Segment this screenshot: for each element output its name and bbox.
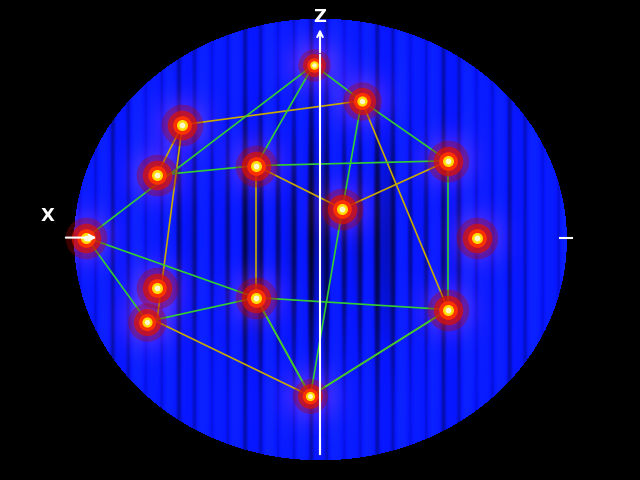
Point — [251, 294, 261, 301]
Point — [251, 294, 261, 301]
Point — [356, 97, 367, 105]
Point — [472, 234, 482, 241]
Point — [443, 306, 453, 313]
Point — [152, 171, 162, 179]
Point — [142, 318, 152, 325]
Text: Z: Z — [314, 8, 326, 26]
Text: X: X — [41, 207, 55, 225]
Point — [152, 284, 162, 292]
Point — [142, 318, 152, 325]
Point — [356, 97, 367, 105]
Point — [81, 234, 92, 241]
Point — [251, 294, 261, 301]
Point — [81, 234, 92, 241]
Point — [443, 306, 453, 313]
Point — [472, 234, 482, 241]
Point — [443, 157, 453, 165]
Point — [251, 294, 261, 301]
Point — [305, 392, 316, 400]
Point — [177, 121, 188, 129]
Point — [251, 162, 261, 169]
Point — [177, 121, 188, 129]
Point — [356, 97, 367, 105]
Point — [443, 157, 453, 165]
Point — [472, 234, 482, 241]
Point — [81, 234, 92, 241]
Point — [472, 234, 482, 241]
Point — [305, 392, 316, 400]
Point — [177, 121, 188, 129]
Point — [337, 205, 348, 213]
Point — [152, 171, 162, 179]
Point — [142, 318, 152, 325]
Point — [356, 97, 367, 105]
Point — [308, 61, 319, 69]
Point — [81, 234, 92, 241]
Point — [472, 234, 482, 241]
Point — [142, 318, 152, 325]
Point — [356, 97, 367, 105]
Point — [443, 157, 453, 165]
Point — [152, 284, 162, 292]
Point — [152, 171, 162, 179]
Point — [177, 121, 188, 129]
Point — [152, 284, 162, 292]
Point — [305, 392, 316, 400]
Point — [305, 392, 316, 400]
Point — [337, 205, 348, 213]
Point — [337, 205, 348, 213]
Point — [443, 157, 453, 165]
Point — [308, 61, 319, 69]
Point — [152, 284, 162, 292]
Point — [251, 162, 261, 169]
Point — [81, 234, 92, 241]
Point — [177, 121, 188, 129]
Point — [142, 318, 152, 325]
Point — [443, 157, 453, 165]
Point — [251, 162, 261, 169]
Point — [337, 205, 348, 213]
Point — [337, 205, 348, 213]
Point — [443, 306, 453, 313]
Point — [152, 171, 162, 179]
Point — [308, 61, 319, 69]
Point — [152, 284, 162, 292]
Point — [308, 61, 319, 69]
Point — [443, 306, 453, 313]
Point — [251, 294, 261, 301]
Point — [152, 171, 162, 179]
Point — [251, 162, 261, 169]
Point — [308, 61, 319, 69]
Point — [305, 392, 316, 400]
Point — [251, 162, 261, 169]
Point — [443, 306, 453, 313]
